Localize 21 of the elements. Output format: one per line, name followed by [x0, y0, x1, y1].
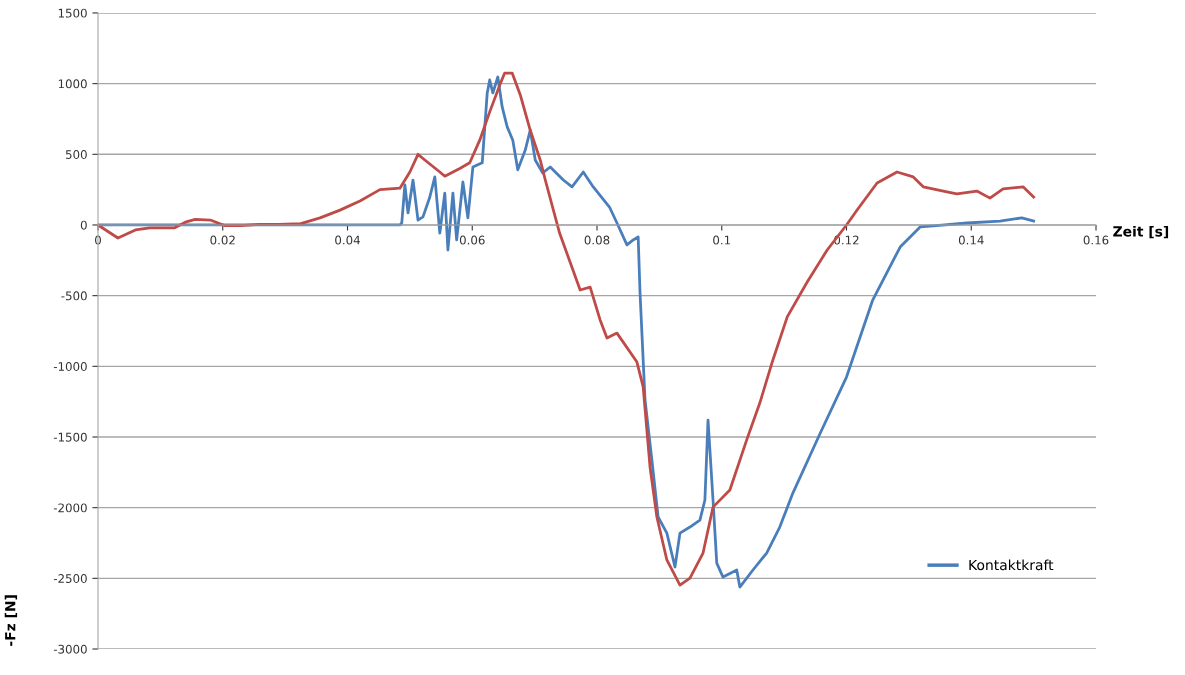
y-tick-label: -2500	[53, 574, 87, 583]
legend-label: Kontaktkraft	[969, 559, 1054, 571]
x-tick-label: 0.06	[459, 235, 485, 245]
y-tick-label: -500	[61, 291, 87, 301]
y-tick-label: 500	[65, 150, 87, 159]
x-tick-label: 0.02	[210, 235, 235, 245]
x-tick-label: 0.04	[335, 235, 360, 245]
y-tick-label: -2000	[53, 503, 87, 513]
x-tick-label: 0.14	[958, 235, 984, 245]
x-tick-label: 0.08	[584, 235, 610, 245]
x-axis-title: Zeit [s]	[1113, 225, 1169, 239]
y-tick-label: -1000	[53, 362, 87, 371]
y-tick-label: 1000	[58, 79, 87, 89]
x-tick-label: 0.16	[1083, 235, 1109, 245]
y-tick-label: 0	[80, 220, 87, 230]
y-tick-label: 1500	[58, 8, 87, 18]
x-tick-label: 0	[95, 235, 101, 245]
x-tick-label: 0.1	[713, 235, 731, 245]
y-tick-label: -3000	[53, 644, 87, 654]
y-tick-label: -1500	[53, 432, 87, 442]
y-axis-title: -Fz [N]	[4, 595, 18, 646]
